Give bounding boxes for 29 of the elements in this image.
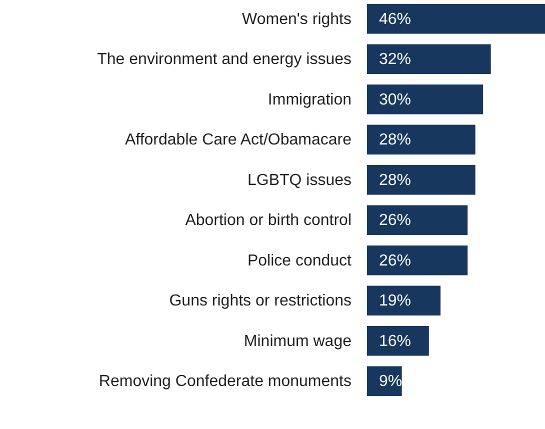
y-tick-label: Abortion or birth control	[185, 212, 352, 230]
bar	[367, 326, 429, 356]
y-tick-label: Immigration	[268, 91, 352, 108]
data-label: 26%	[379, 252, 412, 270]
data-label: 9%	[379, 373, 402, 390]
bar	[367, 44, 491, 74]
data-label: 19%	[379, 292, 412, 310]
bar	[367, 124, 476, 155]
data-label: 28%	[379, 132, 412, 149]
y-tick-label: Affordable Care Act/Obamacare	[125, 132, 352, 149]
bar	[367, 84, 484, 114]
bar	[367, 164, 476, 195]
y-tick-label: LGBTQ issues	[247, 172, 352, 189]
y-tick-label: Police conduct	[247, 252, 352, 270]
data-label: 16%	[379, 332, 412, 350]
y-tick-label: The environment and energy issues	[97, 51, 352, 68]
y-tick-label: Women's rights	[242, 10, 352, 28]
bar	[367, 245, 468, 276]
bar	[367, 205, 468, 236]
data-label: 32%	[379, 51, 412, 68]
bar	[367, 4, 545, 34]
data-label: 30%	[379, 91, 412, 108]
data-label: 28%	[379, 172, 412, 189]
data-label: 46%	[379, 10, 412, 28]
y-tick-label: Guns rights or restrictions	[169, 292, 352, 310]
y-tick-label: Removing Confederate monuments	[98, 373, 352, 390]
bar	[367, 286, 441, 316]
data-label: 26%	[379, 212, 412, 230]
y-tick-label: Minimum wage	[244, 332, 352, 350]
